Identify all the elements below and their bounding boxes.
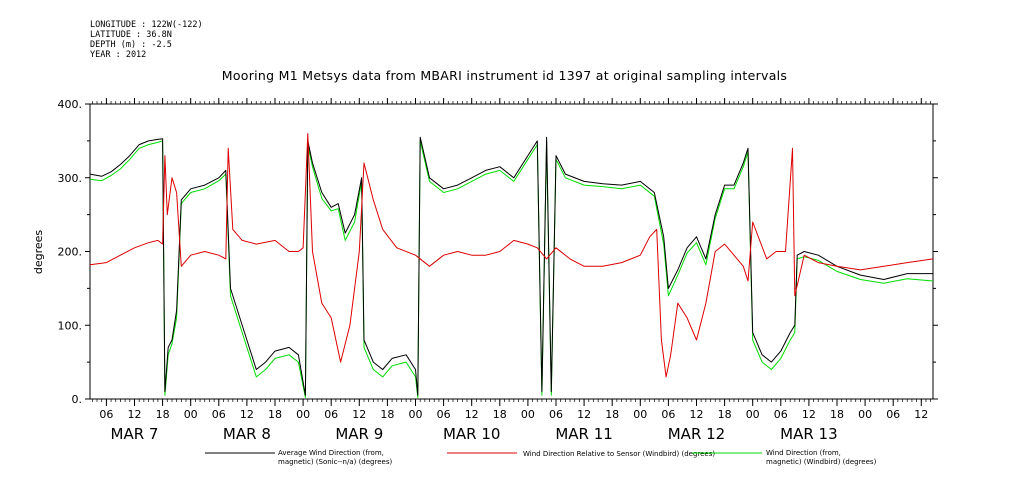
legend-label-0a: Average Wind Direction (from, <box>278 449 384 457</box>
x-tick-label: 18 <box>493 408 507 421</box>
x-tick-label: 06 <box>212 408 226 421</box>
x-tick-label: 00 <box>746 408 760 421</box>
x-tick-label: 12 <box>802 408 816 421</box>
legend-label-1: Wind Direction Relative to Sensor (Windb… <box>523 450 715 458</box>
y-tick-label: 300. <box>58 172 83 185</box>
legend-label-0b: magnetic) (Sonic--n/a) (degrees) <box>278 458 392 466</box>
x-tick-label: 18 <box>268 408 282 421</box>
x-tick-label: 06 <box>99 408 113 421</box>
day-label: MAR 7 <box>111 425 159 443</box>
y-tick-label: 400. <box>58 98 83 111</box>
x-tick-label: 00 <box>296 408 310 421</box>
day-label: MAR 12 <box>668 425 725 443</box>
day-label: MAR 10 <box>443 425 500 443</box>
series-line-2 <box>89 140 934 398</box>
x-tick-label: 12 <box>689 408 703 421</box>
legend-label-2b: magnetic) (Windbird) (degrees) <box>766 458 877 466</box>
plot-frame <box>89 103 934 400</box>
y-tick-label: 100. <box>58 319 83 332</box>
y-axis: 0. 100. 200. 300. 400. <box>58 98 938 406</box>
day-label: MAR 9 <box>335 425 383 443</box>
x-tick-label: 06 <box>886 408 900 421</box>
x-tick-label: 00 <box>408 408 422 421</box>
longitude-label: LONGITUDE : 122W(-122) <box>90 20 203 30</box>
x-tick-label: 00 <box>858 408 872 421</box>
series-group <box>89 133 934 398</box>
metadata-block: LONGITUDE : 122W(-122) LATITUDE : 36.8N … <box>90 20 203 60</box>
x-tick-label: 18 <box>830 408 844 421</box>
x-tick-label: 00 <box>184 408 198 421</box>
x-tick-label: 12 <box>465 408 479 421</box>
chart-title: Mooring M1 Metsys data from MBARI instru… <box>221 68 788 83</box>
y-tick-label: 200. <box>58 246 83 259</box>
x-tick-label: 06 <box>549 408 563 421</box>
depth-label: DEPTH (m) : -2.5 <box>90 40 172 50</box>
series-line-0 <box>89 136 933 396</box>
day-label: MAR 8 <box>223 425 271 443</box>
x-tick-label: 12 <box>240 408 254 421</box>
x-tick-label: 18 <box>605 408 619 421</box>
x-tick-label: 18 <box>156 408 170 421</box>
day-label: MAR 11 <box>555 425 612 443</box>
series-line-1 <box>89 133 934 378</box>
x-tick-label: 06 <box>324 408 338 421</box>
x-tick-label: 00 <box>633 408 647 421</box>
latitude-label: LATITUDE : 36.8N <box>90 30 172 40</box>
x-tick-label: 06 <box>661 408 675 421</box>
x-tick-label: 12 <box>914 408 928 421</box>
legend: Average Wind Direction (from, magnetic) … <box>205 449 877 466</box>
x-tick-label: 00 <box>521 408 535 421</box>
x-axis: 06 12 18 00 06 12 18 00 06 12 18 00 06 12 18 00 06 12 18 00… <box>91 98 932 443</box>
y-axis-label: degrees <box>32 230 45 275</box>
y-tick-label: 0. <box>72 393 83 406</box>
x-tick-label: 18 <box>718 408 732 421</box>
x-tick-label: 12 <box>352 408 366 421</box>
day-label: MAR 13 <box>780 425 837 443</box>
legend-label-2a: Wind Direction (from, <box>766 449 841 457</box>
x-tick-label: 06 <box>437 408 451 421</box>
x-tick-label: 12 <box>127 408 141 421</box>
x-tick-label: 06 <box>774 408 788 421</box>
year-label: YEAR : 2012 <box>90 50 147 60</box>
x-tick-label: 18 <box>380 408 394 421</box>
x-tick-label: 12 <box>577 408 591 421</box>
